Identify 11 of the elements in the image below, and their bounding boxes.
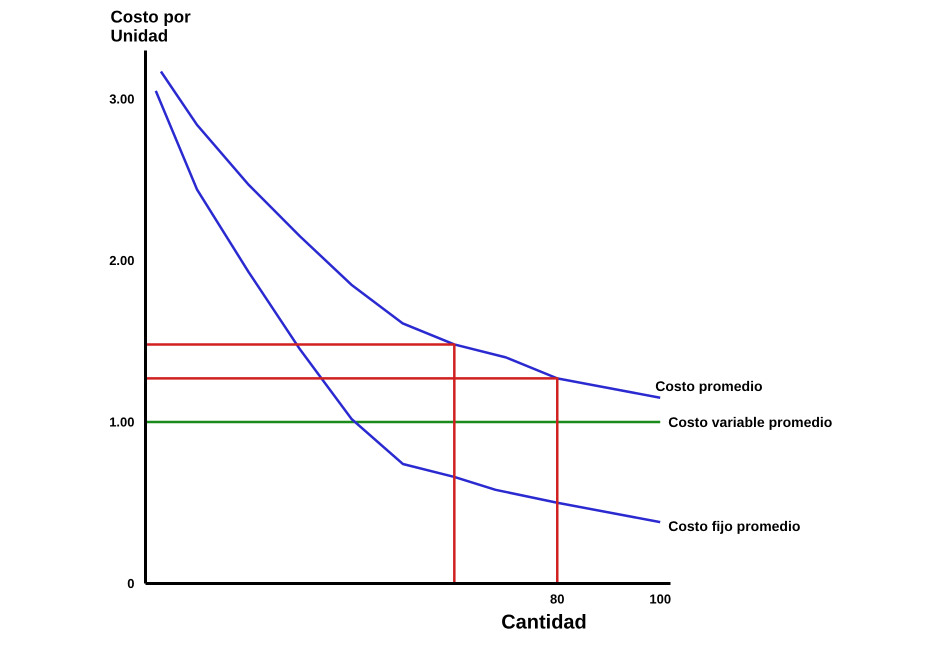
y-axis-title: Costo por Unidad xyxy=(110,8,192,46)
series-label: Costo variable promedio xyxy=(668,414,832,430)
series-label: Costo promedio xyxy=(655,378,763,394)
x-tick-label: 80 xyxy=(550,592,565,606)
x-axis-title: Cantidad xyxy=(501,612,587,634)
y-tick-label: 1.00 xyxy=(109,414,135,430)
series-label: Costo fijo promedio xyxy=(668,518,800,534)
y-tick-label: 3.00 xyxy=(109,91,135,106)
y-tick-label: 0 xyxy=(127,576,135,591)
x-tick-label: 100 xyxy=(649,592,672,606)
y-tick-label: 2.00 xyxy=(109,252,135,268)
